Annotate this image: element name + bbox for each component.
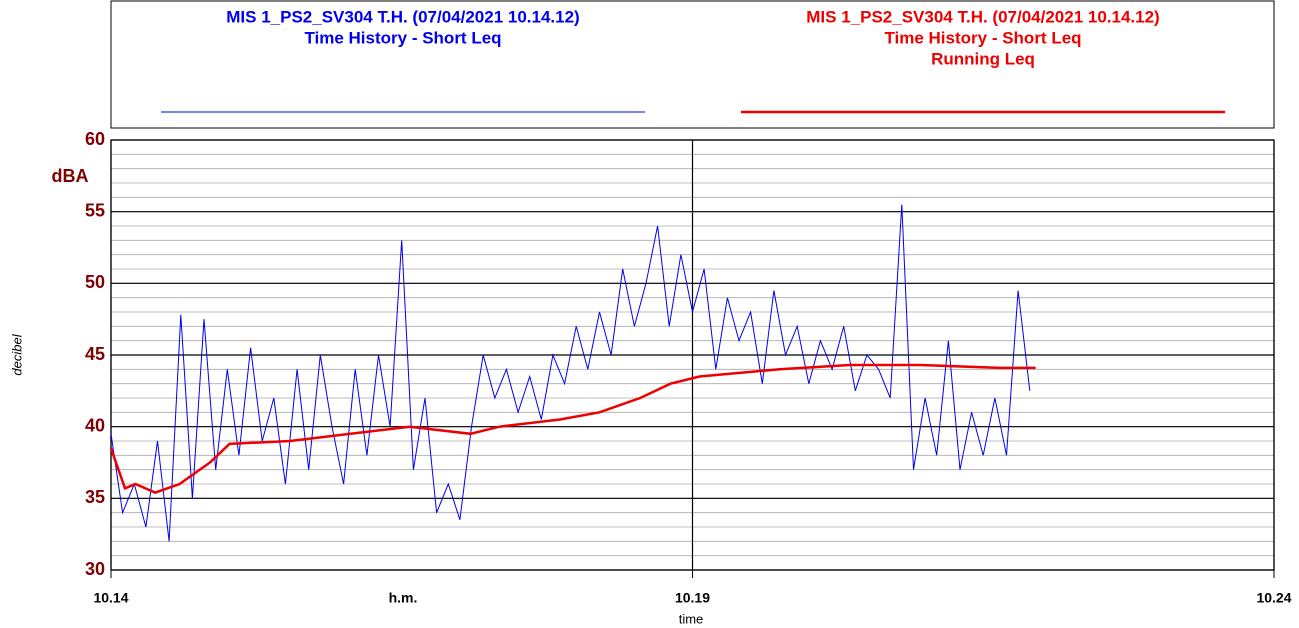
legend-label: MIS 1_PS2_SV304 T.H. (07/04/2021 10.14.1…	[226, 7, 579, 26]
legend-label: MIS 1_PS2_SV304 T.H. (07/04/2021 10.14.1…	[806, 7, 1159, 26]
series-line	[110, 204, 1031, 542]
legend-label: Time History - Short Leq	[304, 28, 501, 47]
x-tick-label: 10.19	[675, 590, 710, 606]
y-tick-label: 55	[85, 200, 105, 220]
x-unit-label: h.m.	[389, 590, 418, 606]
y-tick-label: 40	[85, 415, 105, 435]
legend-label: Running Leq	[931, 49, 1035, 68]
y-tick-label: 30	[85, 559, 105, 579]
legend-box	[110, 0, 1275, 129]
x-tick-label: 10.14	[93, 590, 128, 606]
y-axis-label: decibel	[9, 333, 24, 375]
x-axis-label: time	[679, 611, 704, 626]
series-line	[109, 363, 1036, 494]
y-tick-label: 50	[85, 272, 105, 292]
legend-label: Time History - Short Leq	[884, 28, 1081, 47]
y-tick-label: 45	[85, 344, 105, 364]
plot-frame	[110, 139, 1275, 571]
y-tick-label: 60	[85, 129, 105, 149]
y-tick-label: 35	[85, 487, 105, 507]
y-unit-label: dBA	[52, 166, 89, 186]
x-tick-label: 10.24	[1256, 590, 1291, 606]
